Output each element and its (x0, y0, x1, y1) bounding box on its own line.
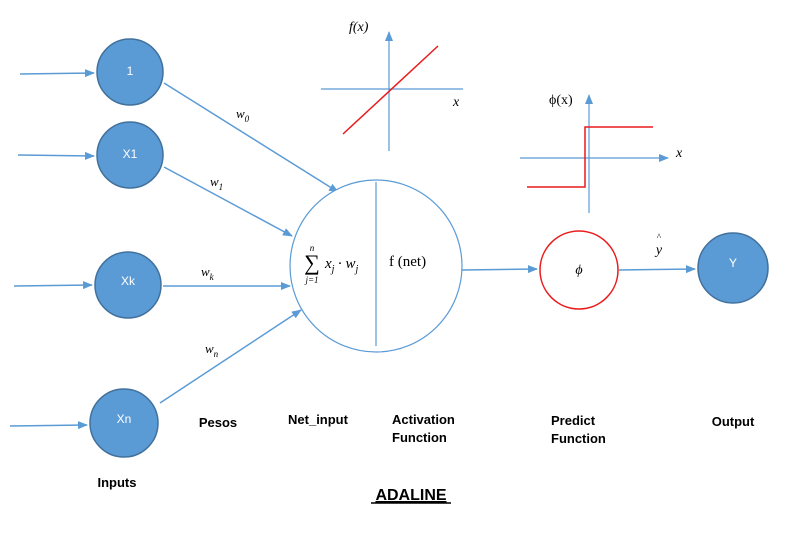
inputs-caption: Inputs (98, 475, 137, 490)
input-arrow-x1 (17, 151, 95, 160)
neuron-to-predict-arrow (461, 265, 538, 274)
activation-label: f (net) (389, 254, 426, 270)
sum-lower-limit: j=1 (304, 275, 318, 285)
sum-symbol: ∑ (304, 250, 320, 275)
weight-label-w1: w1 (210, 174, 223, 192)
weight-arrow-0 (163, 82, 339, 193)
output-node-label: Y (729, 256, 737, 270)
predict-node: ϕ (539, 230, 619, 310)
predict-caption-line1: Predict (551, 413, 596, 428)
activation-plot: f(x) x (321, 20, 463, 151)
activation-plot-y-label: f(x) (349, 20, 369, 35)
step-function-line (527, 126, 653, 188)
diagram-title: ADALINE (375, 487, 446, 504)
weight-arrow-1 (163, 166, 293, 237)
activation-caption-line1: Activation (392, 412, 455, 427)
weight-label-w0: w0 (236, 106, 250, 124)
sum-upper-limit: n (310, 243, 315, 253)
input-node-1: 1 (96, 38, 164, 106)
input-node-xn: Xn (89, 388, 159, 458)
step-plot-y-label: ϕ(x) (549, 93, 573, 108)
input-arrow-1 (19, 69, 95, 78)
predict-to-output-arrow (618, 265, 696, 274)
input-node-label: Xn (117, 412, 132, 426)
weight-arrow-n (159, 309, 302, 404)
activation-caption-line2: Function (392, 430, 447, 445)
input-node-label: 1 (127, 64, 134, 78)
predict-symbol: ϕ (575, 263, 582, 278)
output-node: Y (697, 232, 769, 304)
step-plot: ϕ(x) x (520, 93, 683, 213)
input-node-xk: Xk (94, 251, 162, 319)
yhat-hat-mark: ^ (657, 232, 662, 242)
output-caption: Output (712, 414, 755, 429)
input-node-x1: X1 (96, 121, 164, 189)
weight-label-wn: wn (205, 341, 219, 359)
weight-label-wk: wk (201, 264, 215, 282)
input-node-label: Xk (121, 274, 136, 288)
input-arrow-xn (9, 421, 88, 430)
predict-caption-line2: Function (551, 431, 606, 446)
neuron: n ∑ j=1 xj · wj f (net) (289, 179, 463, 353)
activation-plot-x-label: x (452, 95, 460, 110)
net-input-caption: Net_input (288, 412, 349, 427)
linear-activation-line (342, 45, 439, 135)
input-arrow-xk (13, 281, 93, 290)
input-node-label: X1 (123, 147, 138, 161)
yhat-label: y (654, 243, 663, 258)
step-plot-x-label: x (675, 146, 683, 161)
pesos-caption: Pesos (199, 415, 237, 430)
net-input-term: xj · wj (324, 256, 358, 275)
